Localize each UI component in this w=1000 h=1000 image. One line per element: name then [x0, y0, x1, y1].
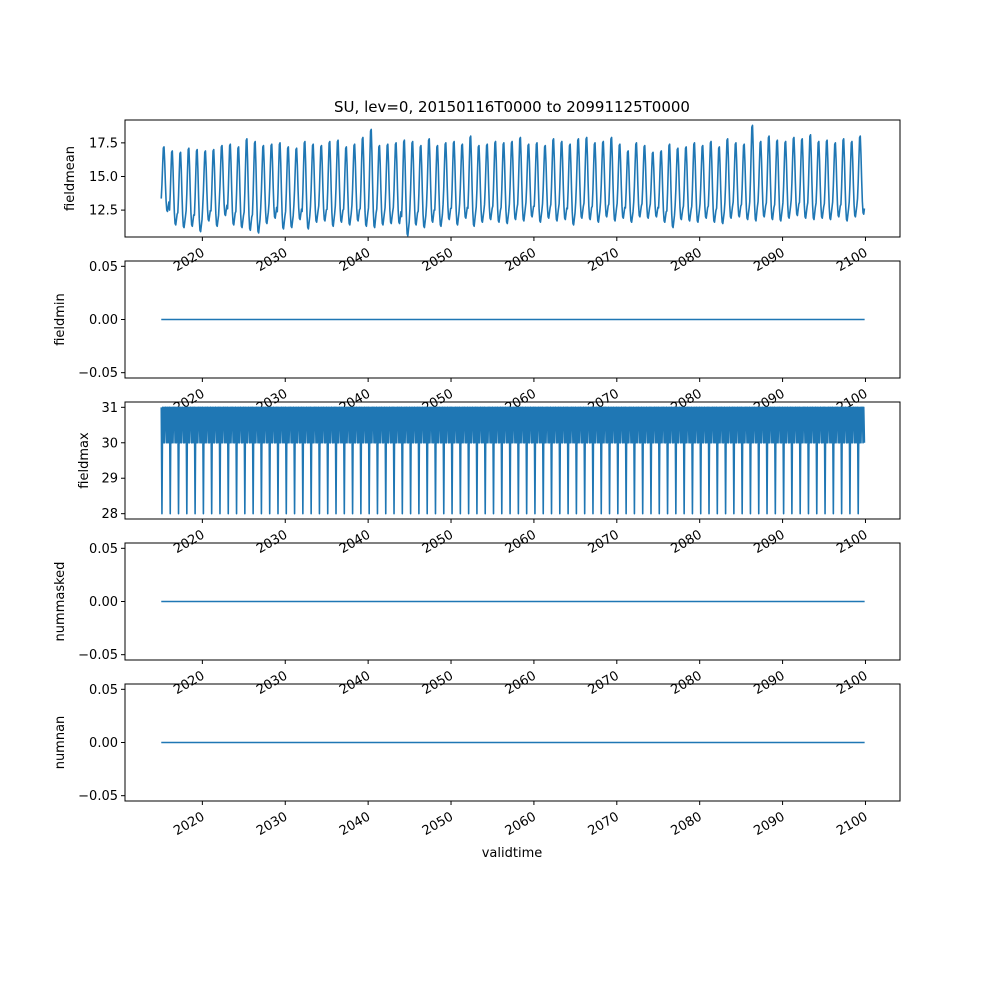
- y-tick-label: −0.05: [78, 366, 118, 381]
- y-tick-label: 0.05: [89, 260, 118, 275]
- y-axis-label-fieldmax: fieldmax: [77, 432, 92, 489]
- y-axis-label-numnan: numnan: [53, 716, 68, 770]
- series-line-fieldmean: [160, 124, 866, 237]
- y-tick-label: −0.05: [78, 648, 118, 663]
- y-tick-label: 17.5: [89, 136, 118, 151]
- y-tick-label: 29: [101, 472, 118, 487]
- chart-title: SU, lev=0, 20150116T0000 to 20991125T000…: [334, 98, 690, 116]
- y-tick-label: 15.0: [89, 170, 118, 185]
- y-axis-label-fieldmean: fieldmean: [63, 146, 78, 211]
- y-tick-label: 28: [101, 507, 118, 522]
- y-axis-label-nummasked: nummasked: [53, 562, 68, 642]
- y-tick-label: 12.5: [89, 204, 118, 219]
- y-axis-label-fieldmin: fieldmin: [53, 293, 68, 346]
- y-tick-label: 31: [101, 401, 118, 416]
- y-tick-label: 30: [101, 436, 118, 451]
- x-axis-label: validtime: [482, 846, 543, 861]
- axes-frame-fieldmax: [124, 401, 901, 520]
- y-tick-label: 0.00: [89, 736, 118, 751]
- y-tick-label: −0.05: [78, 789, 118, 804]
- y-tick-label: 0.00: [89, 595, 118, 610]
- y-tick-label: 0.05: [89, 542, 118, 557]
- y-tick-label: 0.00: [89, 313, 118, 328]
- y-tick-label: 0.05: [89, 683, 118, 698]
- series-line-fieldmax: [160, 406, 866, 515]
- axes-frame-fieldmean: [124, 119, 901, 238]
